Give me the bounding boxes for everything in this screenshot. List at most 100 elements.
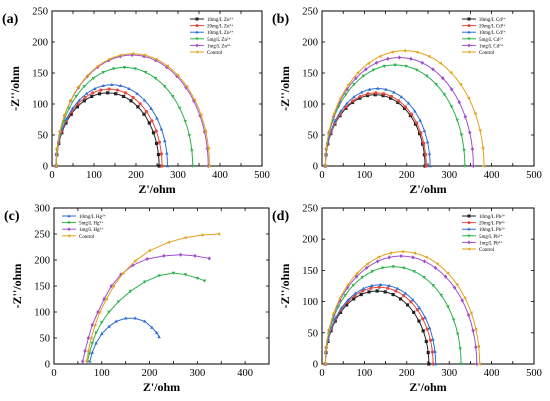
data-point <box>471 163 476 169</box>
data-point <box>199 113 203 117</box>
data-point <box>377 285 381 289</box>
series-line <box>324 255 478 365</box>
data-point <box>106 91 110 95</box>
data-point <box>143 70 148 75</box>
legend-marker <box>67 227 71 232</box>
data-point <box>101 83 105 88</box>
data-point <box>130 52 135 56</box>
data-point <box>200 233 204 237</box>
panel-label: (c) <box>4 209 20 224</box>
data-point <box>481 146 485 150</box>
data-point <box>96 64 100 68</box>
data-point <box>474 327 478 332</box>
data-point <box>333 118 338 122</box>
data-point <box>427 54 431 59</box>
data-point <box>399 253 403 259</box>
data-point <box>109 283 114 289</box>
data-point <box>89 336 93 340</box>
data-point <box>476 344 481 349</box>
data-point <box>76 84 80 89</box>
data-point <box>107 87 111 91</box>
data-point <box>430 350 435 354</box>
data-point <box>375 259 380 264</box>
x-tick-label: 400 <box>484 368 500 379</box>
y-tick-label: 100 <box>34 308 50 319</box>
data-point <box>364 67 368 72</box>
data-point <box>99 88 103 92</box>
data-point <box>477 362 482 366</box>
data-point <box>405 303 410 307</box>
data-point <box>346 282 350 287</box>
data-point <box>195 276 200 281</box>
data-point <box>121 94 126 99</box>
data-point <box>365 262 369 266</box>
data-point <box>409 56 413 61</box>
panel-a: 0 100 200 300 400 500 0 50 100 150 200 250 Z'/ohm -Z'… <box>2 7 270 197</box>
data-point <box>424 152 428 157</box>
data-point <box>463 114 468 119</box>
data-point <box>111 284 116 288</box>
data-point <box>394 289 398 293</box>
data-point <box>462 148 466 153</box>
y-tick-label: 200 <box>302 235 318 246</box>
x-tick-label: 400 <box>212 170 228 181</box>
y-tick-label: 100 <box>32 100 48 111</box>
legend-label: 10mg/L Cd²⁺ <box>479 30 506 36</box>
data-point <box>86 349 90 353</box>
data-point <box>374 91 378 95</box>
y-tick-label: 150 <box>34 282 50 293</box>
data-point <box>104 297 108 301</box>
data-point <box>399 95 404 99</box>
legend-label: 20mg/L Zn²⁺ <box>207 24 234 30</box>
data-point <box>171 271 176 275</box>
data-point <box>185 84 189 89</box>
series-2 <box>323 282 438 366</box>
data-point <box>178 252 183 257</box>
data-point <box>149 106 153 110</box>
data-point <box>371 68 376 72</box>
x-axis-label: Z'/ohm <box>409 380 446 394</box>
data-point <box>203 129 208 134</box>
legend-label: 30mg/L Cd²⁺ <box>479 17 506 23</box>
data-point <box>324 344 328 349</box>
data-point <box>382 64 386 69</box>
series-line <box>55 53 210 167</box>
data-point <box>84 359 88 364</box>
data-point <box>147 121 151 125</box>
data-point <box>424 255 428 259</box>
legend-marker <box>195 43 199 48</box>
data-point <box>380 266 385 270</box>
data-point <box>80 359 85 364</box>
data-point <box>375 86 380 90</box>
data-point <box>422 141 426 145</box>
data-point <box>128 289 133 294</box>
data-point <box>90 350 94 354</box>
data-point <box>97 310 102 314</box>
data-point <box>323 362 327 366</box>
x-tick-label: 500 <box>254 170 270 181</box>
data-point <box>183 119 188 124</box>
data-point <box>83 95 87 100</box>
legend-label: 10mg/L Zn²⁺ <box>207 30 234 36</box>
data-point <box>419 131 423 135</box>
data-point <box>82 84 87 89</box>
x-tick-label: 100 <box>86 170 102 181</box>
legend-marker <box>467 17 471 21</box>
data-point <box>157 274 161 278</box>
y-tick-label: 200 <box>32 38 48 49</box>
y-tick-label: 0 <box>43 162 48 173</box>
data-point <box>91 91 95 95</box>
series-line <box>324 266 462 365</box>
data-point <box>143 280 147 284</box>
data-point <box>455 282 459 287</box>
data-point <box>428 338 433 342</box>
legend-label: 1mg/L Pb²⁺ <box>479 240 503 246</box>
data-point <box>114 319 118 323</box>
data-point <box>118 54 123 59</box>
legend-label: 1mg/L Hg²⁺ <box>79 227 104 233</box>
y-tick-label: 50 <box>308 131 319 142</box>
y-tick-label: 150 <box>32 69 48 80</box>
legend-label: 5mg/L Hg²⁺ <box>79 221 104 227</box>
data-point <box>334 315 338 319</box>
series-0 <box>54 91 161 168</box>
